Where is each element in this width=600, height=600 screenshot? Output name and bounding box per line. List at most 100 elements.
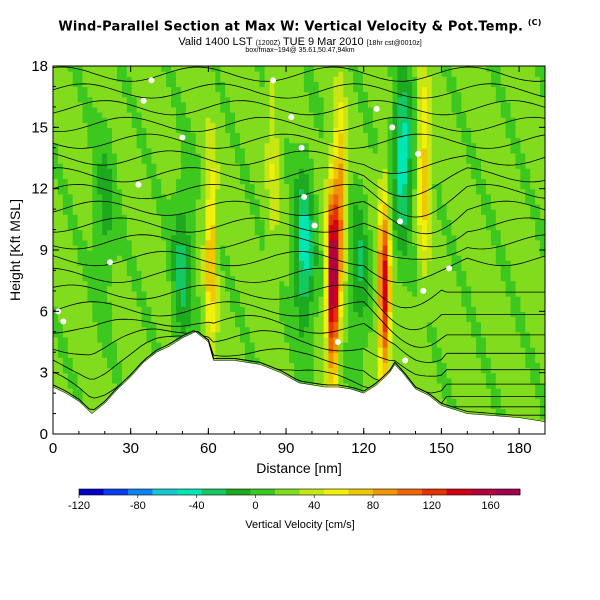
velocity-cell	[131, 306, 138, 312]
velocity-cell	[72, 290, 79, 297]
velocity-cell	[362, 377, 369, 384]
velocity-cell	[303, 224, 310, 231]
velocity-cell	[289, 260, 295, 266]
velocity-cell	[146, 137, 152, 144]
velocity-cell	[131, 106, 138, 113]
velocity-cell	[97, 234, 103, 241]
velocity-cell	[289, 270, 295, 277]
velocity-cell	[82, 188, 89, 195]
velocity-cell	[146, 132, 152, 139]
velocity-cell	[102, 132, 108, 139]
velocity-cell	[210, 122, 216, 128]
velocity-cell	[107, 71, 113, 77]
velocity-cell	[303, 66, 310, 72]
velocity-cell	[57, 239, 64, 246]
velocity-cell	[254, 311, 261, 318]
velocity-cell	[136, 342, 143, 348]
velocity-cell	[116, 163, 123, 169]
velocity-cell	[210, 137, 216, 144]
velocity-cell	[367, 122, 374, 128]
velocity-cell	[235, 280, 241, 287]
velocity-cell	[97, 96, 103, 103]
velocity-cell	[294, 285, 300, 292]
velocity-cell	[249, 86, 256, 93]
velocity-cell	[136, 255, 143, 261]
velocity-cell	[299, 183, 305, 190]
velocity-cell	[131, 173, 138, 180]
velocity-cell	[112, 173, 118, 180]
velocity-cell	[102, 163, 108, 169]
velocity-cell	[190, 244, 197, 251]
velocity-cell	[358, 336, 364, 343]
velocity-cell	[121, 214, 128, 220]
velocity-cell	[299, 377, 305, 384]
velocity-cell	[161, 311, 167, 318]
velocity-cell	[372, 158, 379, 164]
velocity-cell	[225, 178, 231, 185]
velocity-cell	[195, 158, 202, 164]
velocity-cell	[141, 270, 148, 277]
velocity-cell	[289, 122, 295, 128]
velocity-cell	[313, 163, 320, 169]
velocity-cell	[259, 117, 266, 123]
velocity-cell	[141, 112, 148, 118]
velocity-cell	[200, 168, 207, 174]
velocity-cell	[131, 91, 138, 98]
velocity-cell	[87, 96, 93, 103]
velocity-cell	[353, 127, 359, 134]
velocity-cell	[62, 342, 69, 348]
velocity-cell	[131, 76, 138, 82]
velocity-cell	[254, 285, 261, 292]
velocity-cell	[244, 183, 251, 190]
velocity-cell	[116, 306, 123, 312]
velocity-cell	[264, 209, 271, 215]
velocity-cell	[323, 147, 330, 154]
velocity-cell	[392, 326, 398, 333]
velocity-cell	[102, 96, 108, 103]
velocity-cell	[92, 321, 98, 328]
velocity-cell	[343, 219, 349, 226]
velocity-cell	[102, 357, 108, 364]
velocity-cell	[308, 91, 315, 98]
velocity-cell	[294, 137, 300, 144]
velocity-cell	[82, 331, 89, 338]
velocity-cell	[387, 81, 394, 88]
velocity-cell	[239, 96, 246, 103]
velocity-cell	[107, 106, 113, 113]
velocity-cell	[195, 316, 202, 323]
velocity-cell	[249, 152, 256, 159]
velocity-cell	[97, 290, 103, 297]
velocity-cell	[230, 86, 236, 93]
velocity-cell	[156, 198, 162, 205]
velocity-cell	[249, 81, 256, 88]
velocity-cell	[308, 326, 315, 333]
velocity-cell	[121, 352, 128, 358]
velocity-cell	[220, 209, 226, 215]
velocity-cell	[215, 106, 221, 113]
velocity-cell	[53, 163, 59, 169]
velocity-cell	[254, 101, 261, 108]
velocity-cell	[362, 91, 369, 98]
velocity-cell	[220, 250, 226, 256]
velocity-cell	[116, 372, 123, 379]
velocity-cell	[166, 326, 172, 333]
velocity-cell	[279, 316, 285, 323]
velocity-cell	[294, 71, 300, 77]
velocity-cell	[87, 173, 93, 180]
velocity-cell	[284, 352, 290, 358]
velocity-cell	[303, 234, 310, 241]
velocity-cell	[259, 342, 266, 348]
velocity-cell	[126, 311, 133, 318]
velocity-cell	[294, 152, 300, 159]
velocity-cell	[77, 112, 84, 118]
velocity-cell	[225, 316, 231, 323]
velocity-cell	[348, 326, 354, 333]
velocity-cell	[126, 147, 133, 154]
velocity-cell	[92, 96, 98, 103]
velocity-cell	[274, 132, 280, 139]
velocity-cell	[289, 331, 295, 338]
velocity-cell	[372, 101, 379, 108]
velocity-cell	[190, 183, 197, 190]
velocity-cell	[195, 86, 202, 93]
velocity-cell	[176, 214, 182, 220]
